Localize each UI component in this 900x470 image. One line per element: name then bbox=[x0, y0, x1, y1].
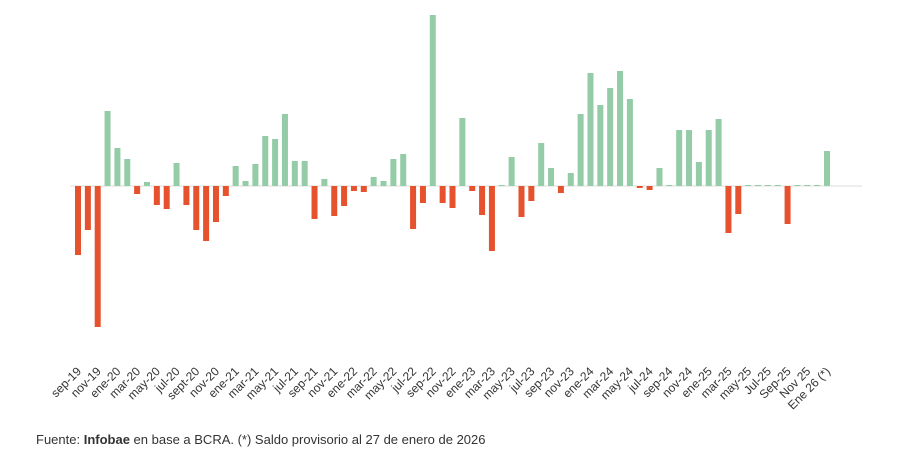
bar bbox=[607, 88, 614, 186]
bar bbox=[538, 143, 545, 186]
bar bbox=[281, 114, 288, 186]
bar bbox=[370, 177, 377, 186]
bar bbox=[666, 185, 673, 186]
bar bbox=[301, 161, 308, 186]
bar bbox=[439, 186, 446, 203]
bar bbox=[153, 186, 160, 205]
bar bbox=[814, 185, 821, 186]
bar bbox=[232, 166, 239, 186]
bar bbox=[587, 73, 594, 186]
footer-prefix: Fuente: bbox=[36, 432, 84, 447]
bar bbox=[242, 181, 249, 186]
footer-note: en base a BCRA. (*) Saldo provisorio al … bbox=[129, 432, 486, 447]
bar bbox=[449, 186, 456, 208]
bar bbox=[222, 186, 229, 196]
bar bbox=[173, 163, 180, 186]
bar bbox=[705, 130, 712, 186]
bar bbox=[193, 186, 200, 230]
bar bbox=[291, 161, 298, 186]
bar bbox=[75, 186, 81, 255]
bar bbox=[725, 186, 732, 233]
bar bbox=[272, 139, 279, 186]
bar bbox=[134, 186, 141, 194]
bar bbox=[163, 186, 170, 209]
bar bbox=[212, 186, 219, 222]
bar bbox=[488, 186, 495, 251]
bar bbox=[143, 182, 150, 186]
bar bbox=[745, 185, 752, 186]
bar bbox=[774, 185, 781, 186]
bar bbox=[203, 186, 210, 241]
bar bbox=[380, 181, 387, 186]
bar bbox=[695, 162, 702, 186]
bar bbox=[321, 179, 328, 186]
bar bbox=[686, 130, 693, 186]
bar bbox=[794, 185, 801, 186]
bar bbox=[469, 186, 476, 191]
bar bbox=[557, 186, 564, 193]
bar bbox=[715, 119, 722, 186]
bar bbox=[646, 186, 653, 190]
bar bbox=[548, 168, 555, 186]
bar bbox=[528, 186, 535, 201]
bar bbox=[824, 151, 830, 186]
bar bbox=[597, 105, 604, 186]
bar bbox=[755, 185, 762, 186]
bar bbox=[429, 15, 436, 186]
bar bbox=[350, 186, 357, 191]
bar bbox=[419, 186, 426, 203]
bar bbox=[617, 71, 624, 186]
bar bbox=[567, 173, 574, 186]
bar bbox=[124, 159, 131, 186]
bar bbox=[400, 154, 407, 186]
bar bbox=[311, 186, 318, 219]
bar bbox=[577, 114, 584, 186]
bar bbox=[104, 111, 111, 186]
bar bbox=[331, 186, 338, 216]
footer-source: Infobae bbox=[83, 432, 130, 447]
bar bbox=[508, 157, 515, 186]
bar bbox=[735, 186, 742, 214]
bar bbox=[518, 186, 525, 217]
bar bbox=[479, 186, 486, 215]
bar bbox=[262, 136, 269, 186]
bar bbox=[360, 186, 367, 192]
bar bbox=[764, 185, 771, 186]
bar bbox=[94, 186, 101, 327]
bar bbox=[498, 185, 505, 186]
bar bbox=[410, 186, 417, 229]
bar bbox=[84, 186, 91, 230]
bar bbox=[183, 186, 190, 205]
bar bbox=[636, 186, 643, 188]
bar bbox=[656, 168, 663, 186]
footer: Fuente: Infobae en base a BCRA. (*) Sald… bbox=[36, 432, 486, 447]
bar bbox=[252, 164, 259, 186]
bar bbox=[784, 186, 791, 224]
bar bbox=[459, 118, 466, 186]
bar bbox=[626, 99, 633, 186]
bar bbox=[804, 185, 811, 186]
bar bbox=[341, 186, 348, 206]
bar bbox=[390, 159, 397, 186]
bar bbox=[676, 130, 683, 186]
bar bbox=[114, 148, 121, 186]
